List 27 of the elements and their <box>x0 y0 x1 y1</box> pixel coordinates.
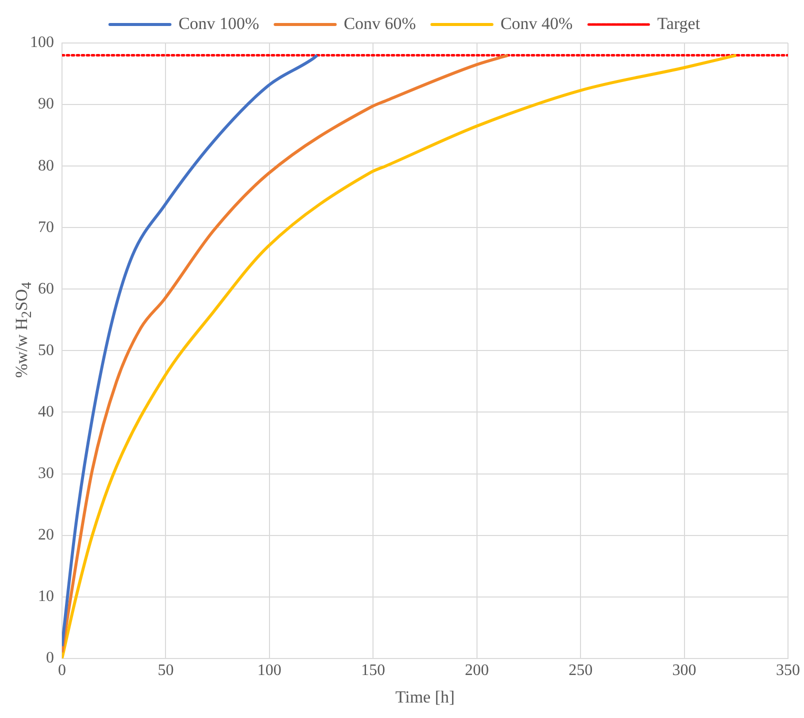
legend-label: Conv 60% <box>344 14 416 33</box>
line-series <box>62 54 510 654</box>
y-tick-label: 80 <box>38 157 54 174</box>
y-tick-label: 20 <box>38 526 54 544</box>
y-tick-label: 60 <box>38 280 54 298</box>
y-tick-label: 30 <box>38 464 54 482</box>
x-axis-title: Time [h] <box>395 687 455 706</box>
legend-label: Target <box>657 14 700 33</box>
y-tick-label: 90 <box>38 96 54 113</box>
x-tick-label: 300 <box>672 662 696 680</box>
x-tick-label: 150 <box>361 662 386 680</box>
legend-label: Conv 100% <box>178 14 260 33</box>
line-series <box>62 54 319 648</box>
y-tick-label: 0 <box>46 650 54 667</box>
legend-label: Conv 40% <box>500 14 573 33</box>
x-tick-label: 100 <box>257 662 282 680</box>
x-tick-label: 350 <box>776 662 800 680</box>
x-tick-label: 200 <box>464 662 489 680</box>
y-tick-label: 100 <box>30 34 54 52</box>
y-tick-label: 70 <box>38 218 54 236</box>
y-tick-label: 40 <box>38 403 54 420</box>
x-tick-label: 50 <box>158 662 174 680</box>
y-tick-label: 50 <box>38 342 54 359</box>
line-series <box>62 54 738 658</box>
x-tick-label: 250 <box>568 662 593 680</box>
y-tick-label: 10 <box>38 588 54 606</box>
x-tick-label: 0 <box>58 662 66 680</box>
